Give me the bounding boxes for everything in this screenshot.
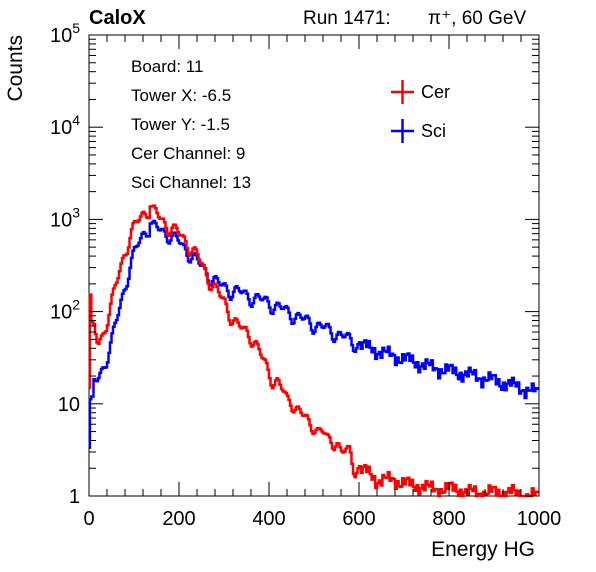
y-axis-title: Counts (4, 35, 27, 102)
legend: Cer Sci (391, 80, 450, 143)
legend-marker-cer (391, 80, 414, 104)
y-tick-label: 105 (50, 20, 80, 47)
info-tower-y: Tower Y: -1.5 (131, 115, 230, 134)
x-axis-title: Energy HG (431, 538, 535, 561)
series-line-cer (88, 204, 539, 498)
x-tick-label: 0 (83, 508, 94, 530)
y-axis-ticks: 1 10 102 103 104 105 (50, 20, 539, 508)
y-tick-label: 103 (50, 204, 80, 231)
x-tick-label: 200 (162, 508, 195, 530)
x-tick-label: 400 (252, 508, 285, 530)
legend-marker-sci (391, 119, 414, 143)
y-tick-label: 102 (50, 297, 80, 324)
x-tick-label: 800 (432, 508, 465, 530)
y-tick-label: 1 (69, 486, 80, 508)
legend-label-sci: Sci (421, 121, 446, 141)
info-sci-channel: Sci Channel: 13 (131, 173, 251, 192)
info-board: Board: 11 (131, 57, 203, 76)
particle-label: π⁺, 60 GeV (428, 8, 526, 29)
legend-label-cer: Cer (421, 82, 450, 102)
brand-label: CaloX (89, 7, 146, 29)
series-line-sci (88, 219, 539, 449)
x-tick-label: 600 (342, 508, 375, 530)
x-axis-ticks: 0 200 400 600 800 1000 (83, 35, 561, 530)
plot-frame (88, 34, 540, 497)
series-layer (88, 204, 539, 498)
x-tick-label: 1000 (517, 508, 562, 530)
info-cer-channel: Cer Channel: 9 (131, 144, 245, 163)
y-tick-label: 10 (58, 394, 80, 416)
run-label: Run 1471: (303, 8, 391, 29)
info-tower-x: Tower X: -6.5 (131, 86, 231, 105)
y-tick-label: 104 (50, 112, 80, 139)
